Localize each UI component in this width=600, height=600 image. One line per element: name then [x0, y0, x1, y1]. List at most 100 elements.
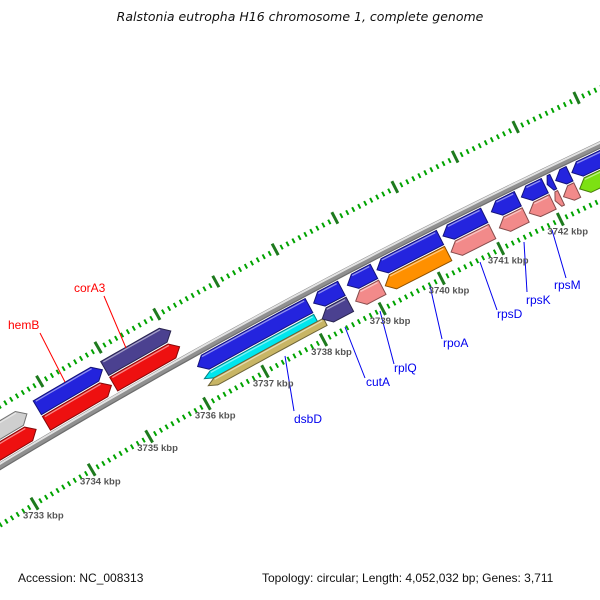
- inner-minor-tick: [44, 494, 49, 500]
- cds-arrow-gene11[interactable]: [562, 182, 582, 201]
- outer-minor-tick: [267, 250, 272, 257]
- inner-minor-tick: [164, 424, 169, 430]
- gene-arrow-gene10[interactable]: [546, 173, 558, 191]
- outer-minor-tick: [196, 289, 201, 295]
- inner-minor-tick: [486, 252, 492, 258]
- inner-minor-tick: [251, 375, 256, 381]
- cds-arrow-rpsK-highlight: [504, 209, 522, 219]
- gene-arrow-rpsM-highlight: [526, 180, 541, 189]
- outer-minor-tick: [114, 335, 119, 341]
- inner-minor-tick: [564, 214, 569, 220]
- cds-arrow-hemB[interactable]: [32, 366, 104, 416]
- leader-line-dsbD: [284, 355, 295, 412]
- outer-minor-tick: [73, 359, 78, 365]
- cds-arrow-dsbD-highlight: [214, 320, 323, 380]
- cds-arrow-rpsD[interactable]: [450, 223, 497, 256]
- inner-minor-tick: [304, 346, 309, 353]
- cds-arrow-rplQ[interactable]: [355, 279, 387, 305]
- inner-minor-tick: [409, 291, 415, 297]
- outer-minor-tick: [587, 90, 592, 96]
- cds-arrow-rpoA[interactable]: [384, 245, 453, 290]
- leader-line-rpsD: [479, 261, 498, 311]
- inner-minor-tick: [0, 522, 3, 528]
- gene-arrow-gene11[interactable]: [555, 165, 574, 185]
- outer-minor-tick: [399, 182, 404, 188]
- outer-minor-tick: [261, 253, 266, 260]
- gene-label-rpoA[interactable]: rpoA: [443, 336, 468, 350]
- outer-minor-tick: [237, 266, 243, 273]
- inner-minor-tick: [222, 391, 227, 398]
- gene-arrow-hemB[interactable]: [41, 382, 113, 431]
- gene-arrow-corA3[interactable]: [109, 343, 181, 392]
- outer-minor-tick: [532, 116, 537, 122]
- outer-minor-tick: [9, 396, 14, 403]
- inner-major-tick-3737: [260, 364, 270, 379]
- inner-minor-tick: [504, 243, 509, 249]
- gene-label-hemB[interactable]: hemB: [8, 318, 39, 332]
- outer-minor-tick: [243, 263, 249, 269]
- cds-arrow-rpsM[interactable]: [528, 194, 557, 218]
- leader-line-rpsK: [523, 241, 528, 293]
- outer-minor-tick: [357, 203, 362, 210]
- leader-line-hemB: [39, 332, 66, 383]
- cds-arrow-gene10[interactable]: [554, 189, 566, 207]
- gene-arrow-rpsD[interactable]: [442, 207, 489, 240]
- inner-minor-tick: [15, 511, 20, 518]
- cds-arrow-dsbD[interactable]: [207, 317, 328, 387]
- gene-arrow-gene12[interactable]: [571, 133, 600, 177]
- inner-minor-tick: [333, 331, 338, 337]
- cds-arrow-cutA[interactable]: [321, 296, 355, 323]
- cds-arrow-gene12[interactable]: [579, 149, 600, 193]
- ruler-label-3735-kbp: 3735 kbp: [137, 443, 178, 454]
- gene-arrow-rpsM[interactable]: [520, 177, 549, 202]
- inner-minor-tick: [588, 202, 593, 209]
- gene-arrow-dsbD-highlight: [201, 300, 305, 358]
- leader-line-rpsM: [551, 229, 567, 279]
- outer-minor-tick: [495, 134, 500, 140]
- inner-minor-tick: [95, 464, 100, 470]
- inner-minor-tick: [404, 294, 409, 300]
- outer-major-tick-3742: [511, 120, 520, 134]
- outer-minor-tick: [309, 228, 314, 234]
- outer-minor-tick: [32, 382, 37, 389]
- cds-arrow-corA3-highlight: [102, 329, 161, 363]
- gene-label-rpsD[interactable]: rpsD: [497, 307, 523, 321]
- outer-minor-tick: [143, 319, 148, 325]
- outer-minor-tick: [208, 282, 213, 289]
- outer-minor-tick: [429, 166, 434, 173]
- gene-arrow-rpsK[interactable]: [490, 190, 522, 216]
- ruler-label-3733-kbp: 3733 kbp: [23, 510, 64, 521]
- outer-minor-tick: [593, 87, 598, 93]
- inner-minor-tick: [463, 264, 468, 270]
- outer-minor-tick: [411, 176, 416, 182]
- inner-minor-tick: [528, 231, 533, 237]
- gene-arrow-rplQ[interactable]: [346, 263, 379, 289]
- gene-label-corA3[interactable]: corA3: [74, 281, 106, 295]
- inner-minor-tick: [594, 199, 599, 206]
- inner-major-tick-3742: [555, 212, 565, 227]
- gene-arrow-cutA[interactable]: [313, 280, 346, 307]
- gene-arrow-rpoA[interactable]: [376, 229, 445, 274]
- cds-arrow-rpsK[interactable]: [498, 207, 530, 232]
- outer-minor-tick: [172, 302, 178, 308]
- cds-arrow-corA3[interactable]: [100, 327, 172, 377]
- gene-label-cutA[interactable]: cutA: [366, 375, 390, 389]
- gene-label-dsbD[interactable]: dsbD: [294, 412, 322, 426]
- outer-minor-tick: [291, 238, 296, 244]
- gene-arrow-dsbD[interactable]: [196, 297, 314, 370]
- gene-label-rpsM[interactable]: rpsM: [554, 278, 581, 292]
- outer-minor-tick: [562, 101, 567, 108]
- outer-major-tick-3738: [270, 242, 280, 256]
- inner-minor-tick: [170, 420, 175, 427]
- inner-minor-tick: [339, 328, 344, 334]
- inner-minor-tick: [292, 353, 297, 359]
- inner-minor-tick: [38, 498, 43, 504]
- gene-label-rplQ[interactable]: rplQ: [394, 361, 417, 375]
- inner-minor-tick: [257, 372, 262, 378]
- gene-arrow-gene0[interactable]: [0, 426, 37, 477]
- outer-minor-tick: [67, 362, 72, 368]
- gene-label-rpsK[interactable]: rpsK: [526, 293, 551, 307]
- outer-minor-tick: [166, 305, 172, 312]
- inner-minor-tick: [72, 477, 77, 483]
- accession-text: Accession: NC_008313: [18, 571, 144, 585]
